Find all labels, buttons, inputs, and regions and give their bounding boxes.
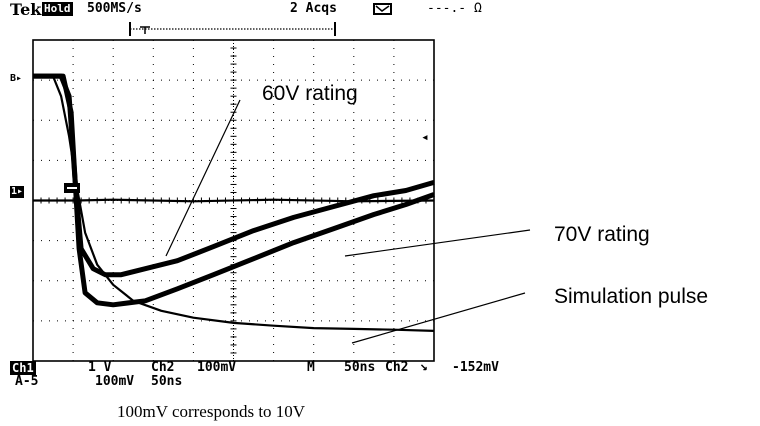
- callout-60v: [165, 99, 241, 257]
- trace-group: [33, 73, 435, 332]
- label-simulation-pulse: Simulation pulse: [554, 285, 709, 308]
- label-70v-rating: 70V rating: [554, 223, 650, 246]
- trigger-level: -152mV: [452, 360, 499, 375]
- record-view-bar: [129, 22, 336, 36]
- sample-rate: 500MS/s: [87, 1, 142, 16]
- ch2-label: Ch2: [151, 360, 175, 375]
- trace-70v-rating: [33, 73, 435, 308]
- acquisition-count: 2 Acqs: [290, 1, 337, 16]
- trace-ch1-reference: [33, 198, 435, 203]
- envelope-icon: [373, 3, 392, 15]
- resistance-readout: ---.- Ω: [427, 1, 482, 16]
- brand-label: Tek: [10, 0, 42, 19]
- callout-simulation: [351, 292, 526, 344]
- timebase-value: 50ns: [344, 360, 376, 375]
- callout-lines: [165, 99, 531, 344]
- math-label: A-5: [15, 374, 39, 389]
- ch1-ref-marker: 1▸: [10, 186, 25, 198]
- math-scale: 100mV: [95, 374, 135, 389]
- ch1-scale: 1 V: [88, 360, 112, 375]
- trigger-slope-icon: ↘: [420, 359, 428, 374]
- trace-simulation-pulse: [33, 75, 435, 332]
- math-time: 50ns: [151, 374, 183, 389]
- label-60v-rating: 60V rating: [262, 82, 358, 105]
- timebase-label: M: [307, 360, 315, 375]
- trigger-ref-marker: B▸: [10, 73, 23, 84]
- hold-badge: Hold: [42, 2, 73, 16]
- ch1-badge: Ch1: [10, 361, 36, 375]
- trigger-position-marker: [64, 183, 80, 193]
- trigger-source: Ch2: [385, 360, 409, 375]
- caption: 100mV corresponds to 10V: [117, 402, 306, 421]
- callout-70v: [344, 229, 531, 257]
- right-edge-arrow: ◂: [421, 130, 429, 145]
- ch2-scale: 100mV: [197, 360, 237, 375]
